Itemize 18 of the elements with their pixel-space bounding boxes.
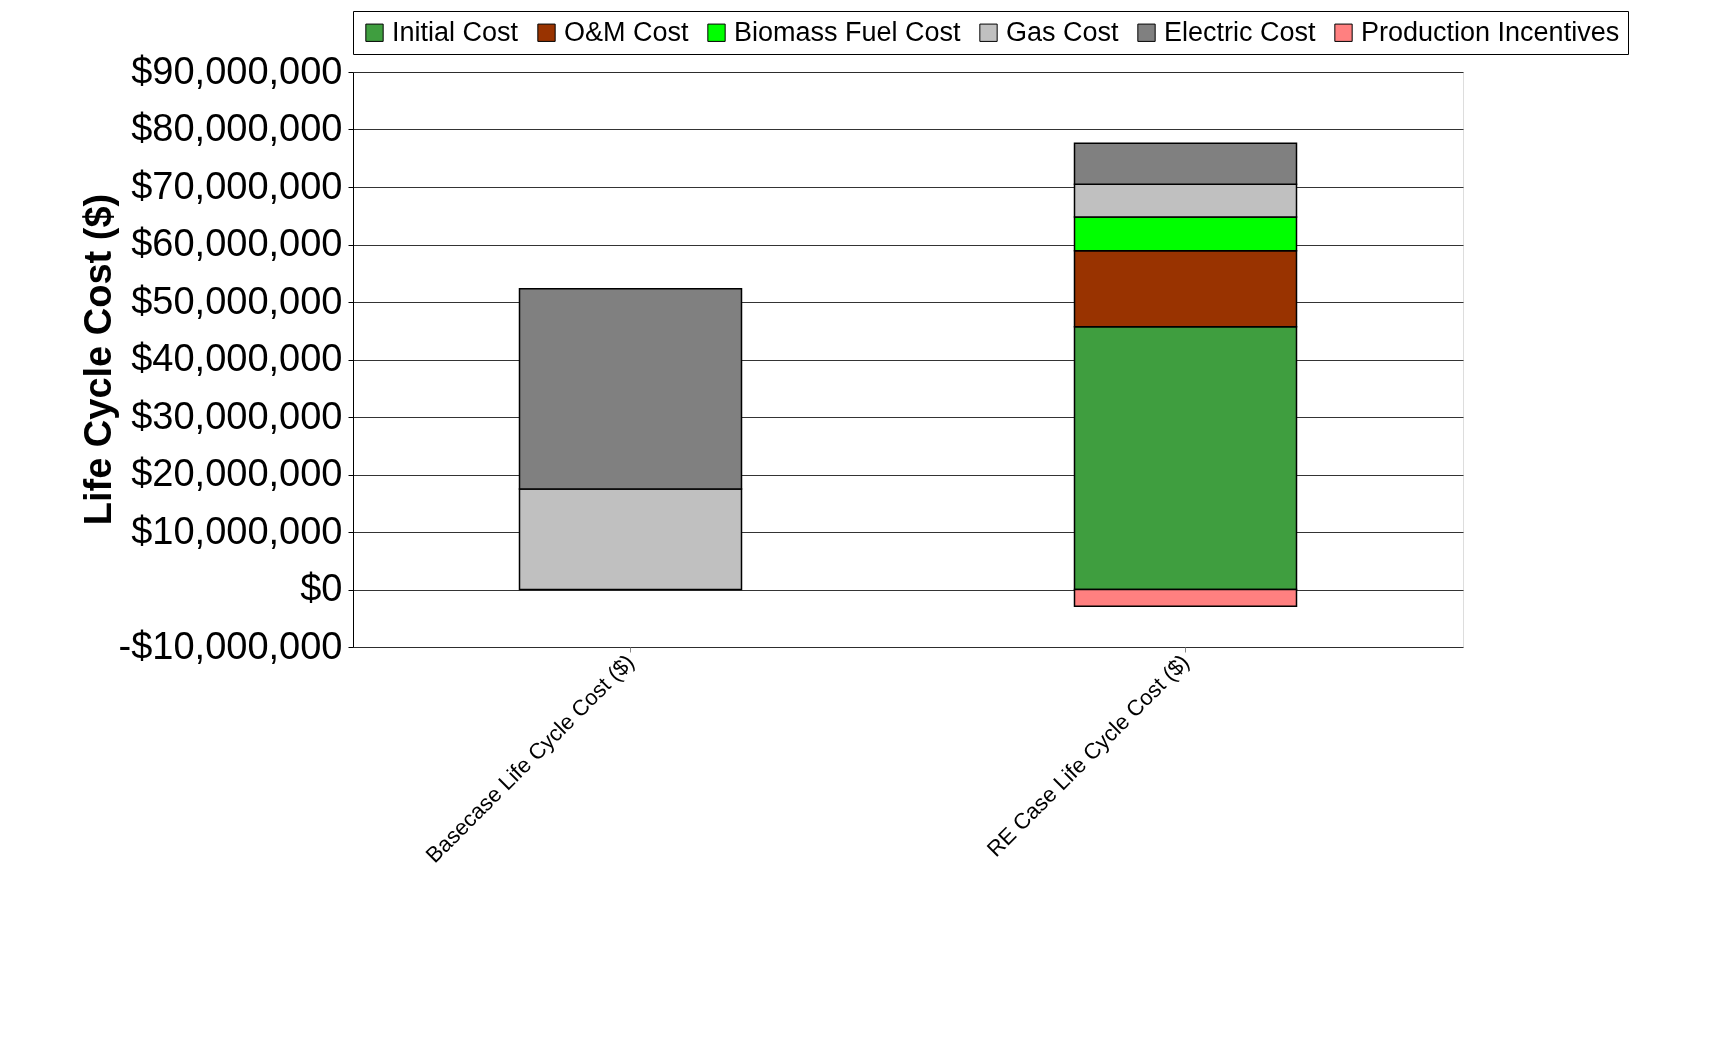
- y-axis-title: Life Cycle Cost ($): [76, 193, 119, 526]
- y-tick-label: $20,000,000: [131, 452, 343, 494]
- y-tick-label: $0: [300, 567, 343, 609]
- y-tick-label: $70,000,000: [131, 164, 343, 207]
- y-tick-label: $90,000,000: [131, 49, 343, 92]
- legend-label: Gas Cost: [1006, 16, 1120, 47]
- legend-label: Initial Cost: [392, 16, 519, 47]
- y-tick-label: $60,000,000: [131, 222, 343, 264]
- legend-label: Biomass Fuel Cost: [734, 16, 962, 47]
- y-tick-label: -$10,000,000: [118, 624, 343, 667]
- legend-label: O&M Cost: [564, 16, 690, 47]
- y-tick-label: $50,000,000: [131, 279, 343, 322]
- legend-label: Production Incentives: [1361, 16, 1620, 47]
- y-tick-label: $10,000,000: [131, 509, 343, 552]
- y-tick-label: $30,000,000: [131, 394, 343, 437]
- legend-label: Electric Cost: [1164, 16, 1317, 47]
- y-tick-label: $80,000,000: [131, 107, 343, 149]
- y-tick-label: $40,000,000: [131, 337, 343, 379]
